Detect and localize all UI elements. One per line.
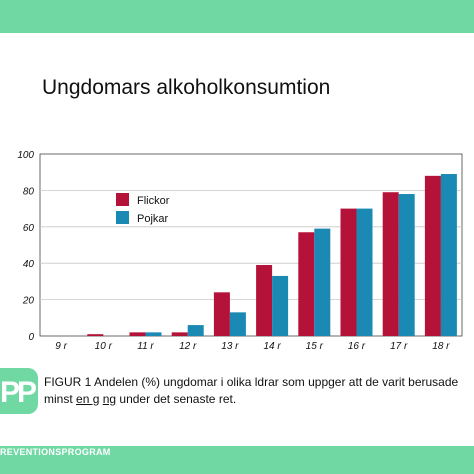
logo-text: PP — [0, 376, 37, 409]
bar-pojkar-7 — [356, 208, 373, 336]
caption-text: minst — [44, 392, 77, 406]
y-tick-label: 60 — [23, 223, 35, 234]
caption-underlined-text: ng — [102, 392, 117, 406]
legend-swatch-flickor — [116, 193, 129, 206]
bar-flickor-8 — [382, 192, 399, 336]
bar-flickor-3 — [171, 332, 188, 336]
bar-pojkar-9 — [440, 174, 457, 336]
bar-pojkar-4 — [229, 312, 246, 336]
figure-caption: FIGUR 1 Andelen (%) ungdomar i olika ldr… — [44, 374, 474, 408]
x-tick-label: 14 r — [263, 341, 281, 352]
y-tick-label: 100 — [17, 150, 34, 161]
x-tick-label: 9 r — [55, 341, 67, 352]
bar-flickor-2 — [129, 332, 146, 336]
bar-flickor-6 — [298, 232, 315, 336]
x-tick-label: 11 r — [137, 341, 154, 352]
x-tick-label: 10 r — [95, 341, 113, 352]
x-tick-label: 12 r — [179, 341, 197, 352]
x-tick-label: 18 r — [432, 341, 450, 352]
legend-label-flickor: Flickor — [137, 195, 170, 207]
bar-flickor-9 — [424, 175, 441, 336]
bar-flickor-1 — [87, 334, 104, 336]
logo-badge — [0, 368, 38, 414]
x-tick-label: 17 r — [390, 341, 408, 352]
bar-pojkar-8 — [398, 194, 415, 336]
y-tick-label: 80 — [23, 186, 35, 197]
legend-label-pojkar: Pojkar — [137, 213, 169, 225]
page-title: Ungdomars alkoholkonsumtion — [42, 76, 331, 99]
caption-underlined-text: en g — [76, 392, 100, 406]
y-tick-label: 20 — [22, 296, 35, 307]
program-name: REVENTIONSPROGRAM — [0, 447, 111, 457]
caption-text: under det senaste ret. — [116, 392, 237, 406]
bar-pojkar-5 — [272, 275, 289, 336]
legend-swatch-pojkar — [116, 211, 129, 224]
x-tick-label: 15 r — [306, 341, 324, 352]
plot-frame — [39, 153, 463, 337]
bar-flickor-4 — [213, 292, 230, 336]
caption-line-2: minst en g ng under det senaste ret. — [44, 391, 474, 408]
bar-pojkar-2 — [145, 332, 162, 336]
bottom-banner — [0, 446, 474, 474]
bar-pojkar-3 — [187, 325, 204, 336]
bar-pojkar-6 — [314, 228, 331, 336]
bar-flickor-5 — [256, 265, 273, 336]
x-tick-label: 16 r — [348, 341, 366, 352]
x-tick-label: 13 r — [221, 341, 239, 352]
top-banner — [0, 0, 474, 33]
y-tick-label: 0 — [28, 332, 34, 343]
y-tick-label: 40 — [23, 259, 35, 270]
caption-line-1: FIGUR 1 Andelen (%) ungdomar i olika ldr… — [44, 375, 459, 389]
bar-flickor-7 — [340, 208, 357, 336]
